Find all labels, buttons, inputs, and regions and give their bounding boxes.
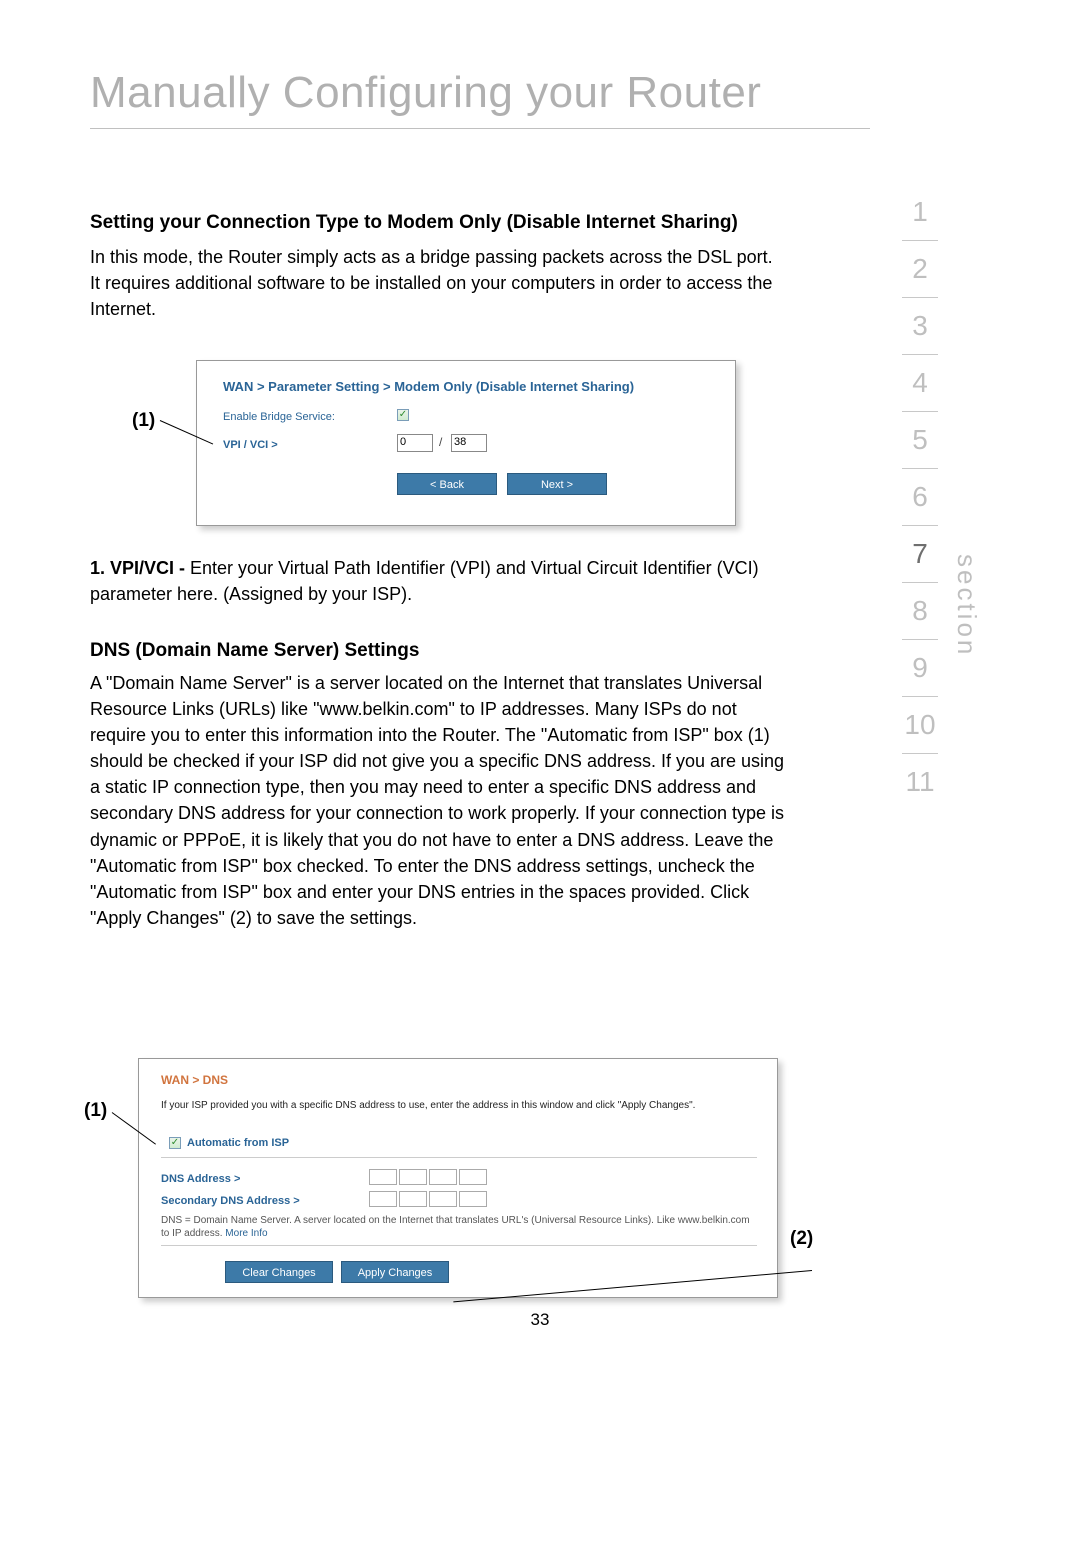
title-rule (90, 128, 870, 129)
sec-dns-octet-3[interactable] (429, 1191, 457, 1207)
section-nav-item-5[interactable]: 5 (898, 412, 942, 468)
section-nav-item-6[interactable]: 6 (898, 469, 942, 525)
secondary-dns-inputs[interactable] (369, 1191, 487, 1207)
section-nav-item-11[interactable]: 11 (898, 754, 942, 810)
dns-footnote: DNS = Domain Name Server. A server locat… (161, 1215, 757, 1240)
dns-octet-2[interactable] (399, 1169, 427, 1185)
dns-heading: DNS (Domain Name Server) Settings (90, 640, 419, 662)
more-info-link[interactable]: More Info (225, 1228, 267, 1239)
sec-dns-octet-4[interactable] (459, 1191, 487, 1207)
dns-octet-1[interactable] (369, 1169, 397, 1185)
section-nav-item-8[interactable]: 8 (898, 583, 942, 639)
page-number: 33 (531, 1310, 550, 1330)
dns-address-label: DNS Address > (161, 1173, 240, 1185)
clear-changes-button[interactable]: Clear Changes (225, 1261, 333, 1283)
dns-body: A "Domain Name Server" is a server locat… (90, 670, 790, 931)
vpi-vci-label: VPI / VCI > (223, 439, 278, 451)
callout-2-dns: (2) (790, 1228, 813, 1250)
vpi-vci-note-label: 1. VPI/VCI - (90, 558, 190, 578)
dns-octet-3[interactable] (429, 1169, 457, 1185)
section-nav: 1234567891011 (898, 184, 942, 810)
section-nav-item-2[interactable]: 2 (898, 241, 942, 297)
sec-dns-octet-2[interactable] (399, 1191, 427, 1207)
apply-changes-button[interactable]: Apply Changes (341, 1261, 449, 1283)
section-nav-item-7[interactable]: 7 (898, 526, 942, 582)
section-nav-item-3[interactable]: 3 (898, 298, 942, 354)
section-nav-item-1[interactable]: 1 (898, 184, 942, 240)
modem-breadcrumb: WAN > Parameter Setting > Modem Only (Di… (223, 379, 634, 394)
callout-1-dns: (1) (84, 1100, 107, 1122)
auto-isp-checkbox[interactable]: ✓ (169, 1137, 181, 1149)
vpi-input[interactable]: 0 (397, 434, 433, 452)
secondary-dns-label: Secondary DNS Address > (161, 1195, 300, 1207)
modem-only-screenshot: WAN > Parameter Setting > Modem Only (Di… (196, 360, 736, 526)
back-button[interactable]: < Back (397, 473, 497, 495)
sec-dns-octet-1[interactable] (369, 1191, 397, 1207)
next-button[interactable]: Next > (507, 473, 607, 495)
enable-bridge-label: Enable Bridge Service: (223, 411, 335, 423)
vpi-vci-slash: / (439, 435, 442, 449)
page-title: Manually Configuring your Router (90, 68, 761, 118)
section-nav-item-9[interactable]: 9 (898, 640, 942, 696)
modem-only-body: In this mode, the Router simply acts as … (90, 244, 780, 322)
section-nav-item-4[interactable]: 4 (898, 355, 942, 411)
vpi-vci-note-body: Enter your Virtual Path Identifier (VPI)… (90, 558, 759, 604)
dns-octet-4[interactable] (459, 1169, 487, 1185)
dns-divider-1 (161, 1157, 757, 1158)
callout-1-modem: (1) (132, 410, 155, 432)
dns-screenshot: WAN > DNS If your ISP provided you with … (138, 1058, 778, 1298)
dns-breadcrumb: WAN > DNS (161, 1073, 228, 1087)
dns-divider-2 (161, 1245, 757, 1246)
vci-input[interactable]: 38 (451, 434, 487, 452)
modem-only-heading: Setting your Connection Type to Modem On… (90, 210, 780, 236)
section-label: section (951, 554, 982, 657)
section-nav-item-10[interactable]: 10 (898, 697, 942, 753)
enable-bridge-checkbox[interactable]: ✓ (397, 409, 409, 421)
dns-address-inputs[interactable] (369, 1169, 487, 1185)
vpi-vci-note: 1. VPI/VCI - Enter your Virtual Path Ide… (90, 555, 790, 607)
auto-isp-label: Automatic from ISP (187, 1137, 289, 1149)
dns-description: If your ISP provided you with a specific… (161, 1099, 741, 1112)
